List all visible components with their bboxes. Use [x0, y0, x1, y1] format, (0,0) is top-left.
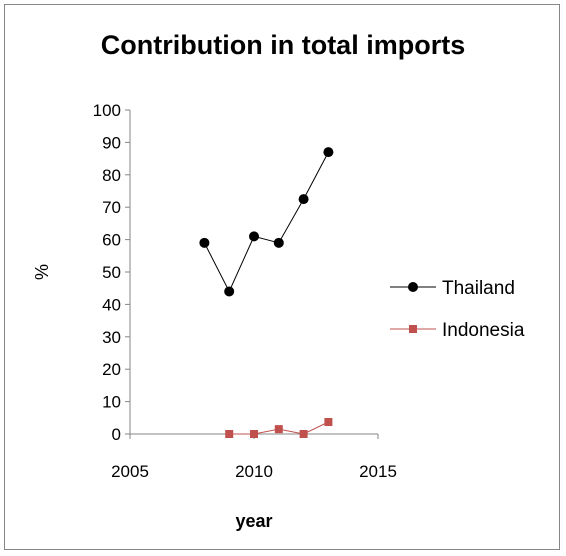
- indonesia-data-point: [274, 425, 283, 434]
- thailand-data-point: [249, 231, 259, 242]
- y-tick-label: 80: [102, 166, 121, 185]
- y-tick-label: 40: [102, 295, 121, 314]
- indonesia-data-point: [225, 430, 234, 438]
- y-tick-label: 90: [102, 133, 121, 152]
- indonesia-legend-label: Indonesia: [442, 320, 525, 341]
- y-tick-label: 30: [102, 328, 121, 347]
- thailand-legend-label: Thailand: [442, 278, 515, 299]
- thailand-data-point: [224, 286, 235, 297]
- plot-area: 0 10 20 30 40 50 60 70 80 90 100 2005 2010 2015: [93, 101, 397, 481]
- legend: Thailand Indonesia: [390, 278, 525, 341]
- thailand-legend-marker: [408, 282, 418, 292]
- chart-title: Contribution in total imports: [101, 30, 465, 60]
- x-tick-label: 2010: [235, 462, 273, 481]
- indonesia-legend-marker: [409, 325, 417, 333]
- thailand-data-point: [273, 237, 284, 248]
- y-tick-label: 50: [102, 263, 121, 282]
- indonesia-data-point: [324, 418, 333, 427]
- thailand-data-point: [199, 237, 210, 248]
- y-tick-label: 60: [102, 231, 121, 250]
- y-tick-label: 10: [102, 393, 121, 412]
- thailand-data-point: [323, 147, 334, 158]
- indonesia-data-point: [299, 430, 308, 438]
- y-axis-title: %: [32, 264, 52, 280]
- y-tick-label: 0: [112, 425, 121, 444]
- y-tick-label: 20: [102, 360, 121, 379]
- thailand-data-point: [298, 194, 309, 205]
- thailand-series-line: [203, 151, 329, 293]
- y-tick-label: 70: [102, 198, 121, 217]
- x-tick-label: 2005: [111, 462, 149, 481]
- x-axis-title: year: [235, 511, 272, 531]
- chart-frame: [4, 4, 560, 550]
- y-tick-label: 100: [93, 101, 121, 120]
- indonesia-data-point: [250, 430, 258, 438]
- x-tick-label: 2015: [359, 462, 397, 481]
